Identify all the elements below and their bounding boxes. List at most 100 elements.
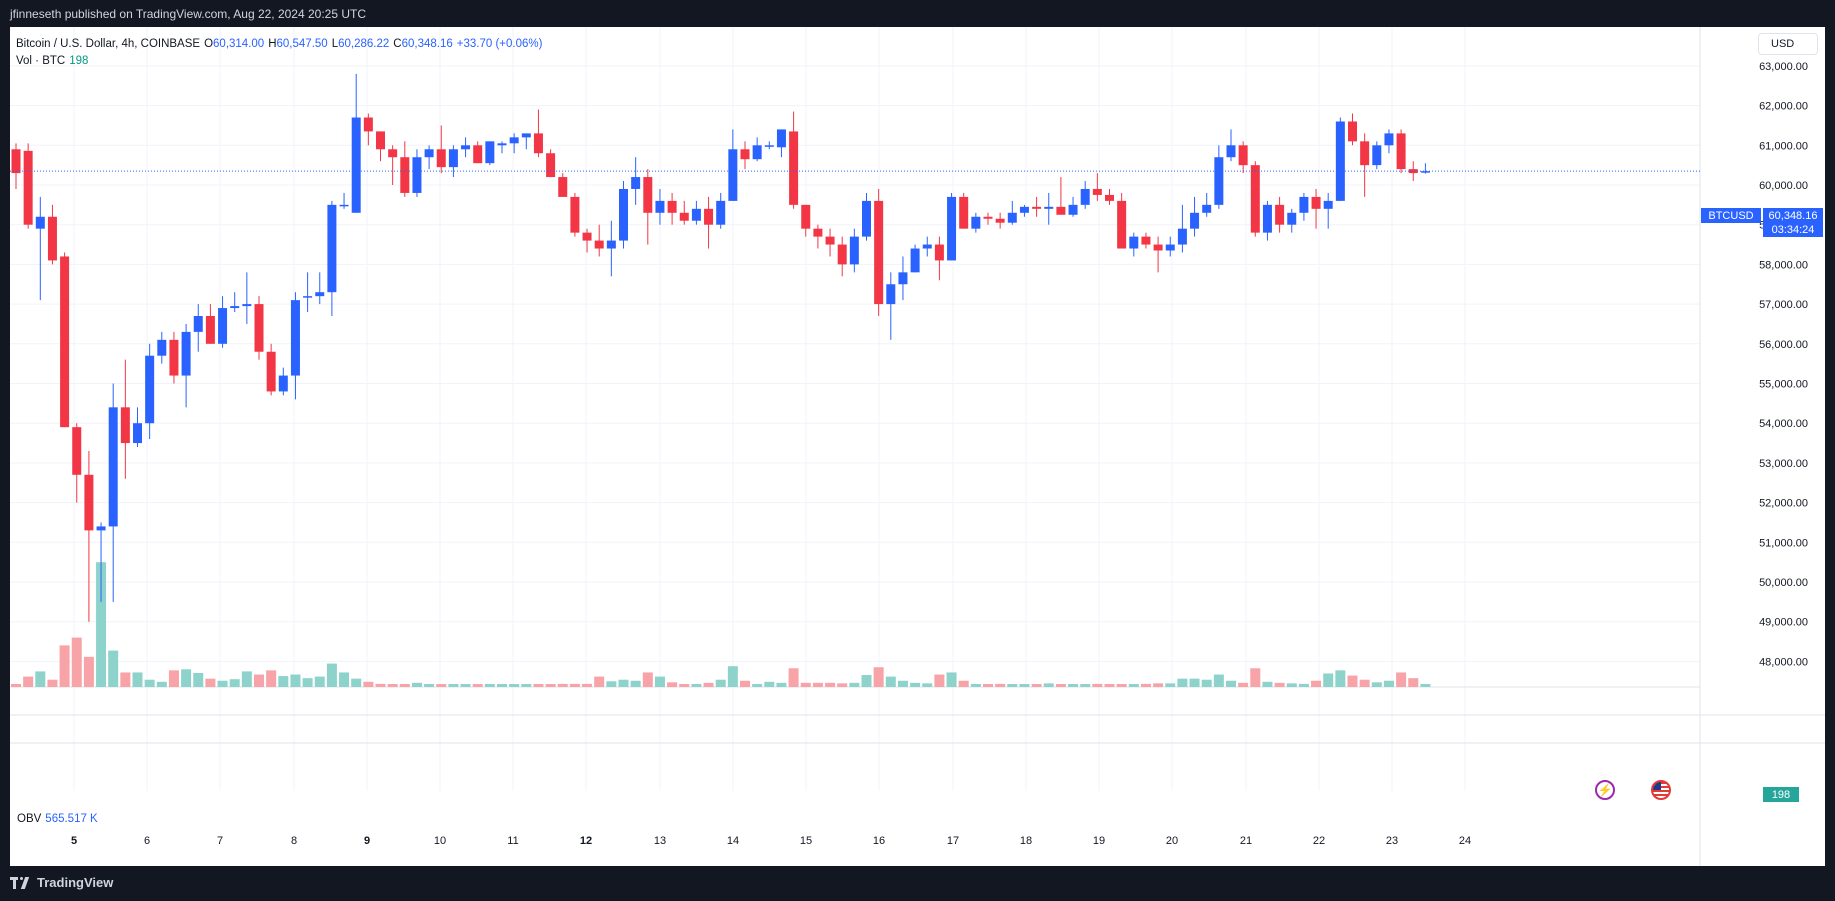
volume-bar	[35, 671, 46, 687]
volume-bar	[910, 682, 921, 687]
chart-area[interactable]: 63,000.0062,000.0061,000.0060,000.0059,0…	[10, 27, 1825, 866]
candle-body	[133, 423, 142, 444]
time-axis-label: 6	[144, 835, 150, 847]
volume-bar	[922, 683, 933, 687]
price-axis-label: 54,000.00	[1759, 418, 1808, 430]
volume-bar	[1031, 684, 1042, 687]
symbol-name[interactable]: Bitcoin / U.S. Dollar, 4h, COINBASE	[16, 37, 201, 50]
volume-bar	[96, 562, 107, 687]
volume-bar	[1347, 675, 1358, 687]
volume-bar	[776, 682, 787, 687]
time-axis-label: 23	[1386, 835, 1398, 847]
volume-bar	[363, 681, 374, 687]
tradingview-logo[interactable]: TradingView	[10, 875, 113, 890]
candle-body	[886, 284, 896, 305]
volume-bar	[217, 680, 228, 687]
volume-bar	[229, 679, 240, 687]
volume-bar	[132, 672, 143, 687]
volume-bar	[740, 680, 750, 687]
time-axis-label: 13	[654, 835, 666, 847]
candle-body	[934, 244, 944, 261]
volume-bar	[436, 684, 447, 687]
candle-body	[813, 228, 823, 237]
volume-bar	[825, 682, 836, 687]
candle-body	[1226, 145, 1236, 158]
volume-bar	[594, 676, 605, 687]
volume-bar	[618, 679, 629, 687]
time-axis-label: 19	[1093, 835, 1105, 847]
time-axis-label: 12	[580, 835, 592, 847]
volume-bar	[11, 684, 21, 687]
volume-bar	[715, 679, 726, 687]
volume-bar	[703, 682, 714, 687]
candlestick-chart[interactable]: 63,000.0062,000.0061,000.0060,000.0059,0…	[10, 27, 1825, 866]
candle-body	[1262, 204, 1272, 233]
candle-body	[752, 145, 762, 160]
candle-body	[521, 133, 531, 138]
candle-body	[424, 149, 434, 158]
low-label: L	[331, 37, 339, 50]
candle-body	[485, 141, 495, 164]
ticker-tag: BTCUSD	[1701, 208, 1761, 223]
obv-label[interactable]: OBV	[17, 813, 42, 825]
volume-bar	[630, 680, 641, 687]
candle-body	[1177, 228, 1187, 245]
candle-body	[691, 208, 701, 221]
candle-body	[1019, 206, 1029, 213]
candle-body	[1056, 206, 1066, 215]
candle-body	[11, 149, 21, 174]
candle-body	[716, 200, 726, 225]
volume-bar	[1286, 683, 1297, 687]
volume-bar	[1408, 678, 1419, 687]
volume-bar	[424, 684, 435, 687]
volume-bar	[1311, 680, 1322, 687]
candle-body	[157, 339, 167, 356]
volume-bar	[861, 675, 872, 687]
candle-body	[363, 117, 373, 132]
candle-body	[619, 188, 628, 241]
volume-bar	[1213, 674, 1224, 687]
price-axis-label: 50,000.00	[1759, 577, 1808, 589]
time-axis-label: 24	[1459, 835, 1471, 847]
volume-bar	[1140, 683, 1151, 687]
volume-bar	[1262, 681, 1273, 687]
volume-bar	[290, 674, 301, 687]
candle-body	[193, 316, 203, 332]
last-price-label: 60,348.16 03:34:24	[1763, 208, 1823, 237]
candle-body	[679, 212, 689, 221]
volume-bar	[484, 684, 495, 687]
price-axis-label: 56,000.00	[1759, 339, 1808, 351]
volume-bar	[873, 667, 884, 687]
candle-body	[120, 407, 130, 444]
price-axis-label: 53,000.00	[1759, 458, 1808, 470]
candle-body	[205, 316, 215, 344]
price-axis-label: 61,000.00	[1759, 140, 1808, 152]
candle-body	[801, 204, 811, 229]
volume-bar	[497, 684, 507, 687]
volume-bar	[1104, 684, 1115, 687]
candle-body	[72, 427, 82, 475]
volume-bar	[278, 676, 289, 687]
currency-button[interactable]: USD	[1758, 33, 1818, 55]
volume-bar	[521, 684, 532, 687]
candle-body	[898, 272, 908, 285]
volume-label[interactable]: Vol · BTC	[16, 54, 66, 67]
candle-body	[303, 296, 313, 298]
volume-bar	[375, 683, 386, 687]
us-flag-icon[interactable]	[1651, 780, 1671, 800]
lightning-icon[interactable]: ⚡	[1595, 780, 1615, 800]
volume-bar	[1359, 679, 1370, 687]
candle-body	[1311, 196, 1321, 209]
volume-bar	[1177, 678, 1188, 687]
volume-bar	[691, 684, 702, 687]
volume-bar	[1007, 684, 1018, 687]
candle-body	[278, 375, 288, 392]
price-axis-label: 55,000.00	[1759, 379, 1808, 391]
candle-body	[388, 149, 398, 158]
change-value: +33.70 (+0.06%)	[456, 37, 543, 50]
volume-bar	[302, 678, 313, 687]
candle-body	[546, 153, 556, 178]
price-axis-label: 62,000.00	[1759, 101, 1808, 113]
volume-bar	[205, 678, 216, 687]
time-axis-label: 18	[1020, 835, 1032, 847]
